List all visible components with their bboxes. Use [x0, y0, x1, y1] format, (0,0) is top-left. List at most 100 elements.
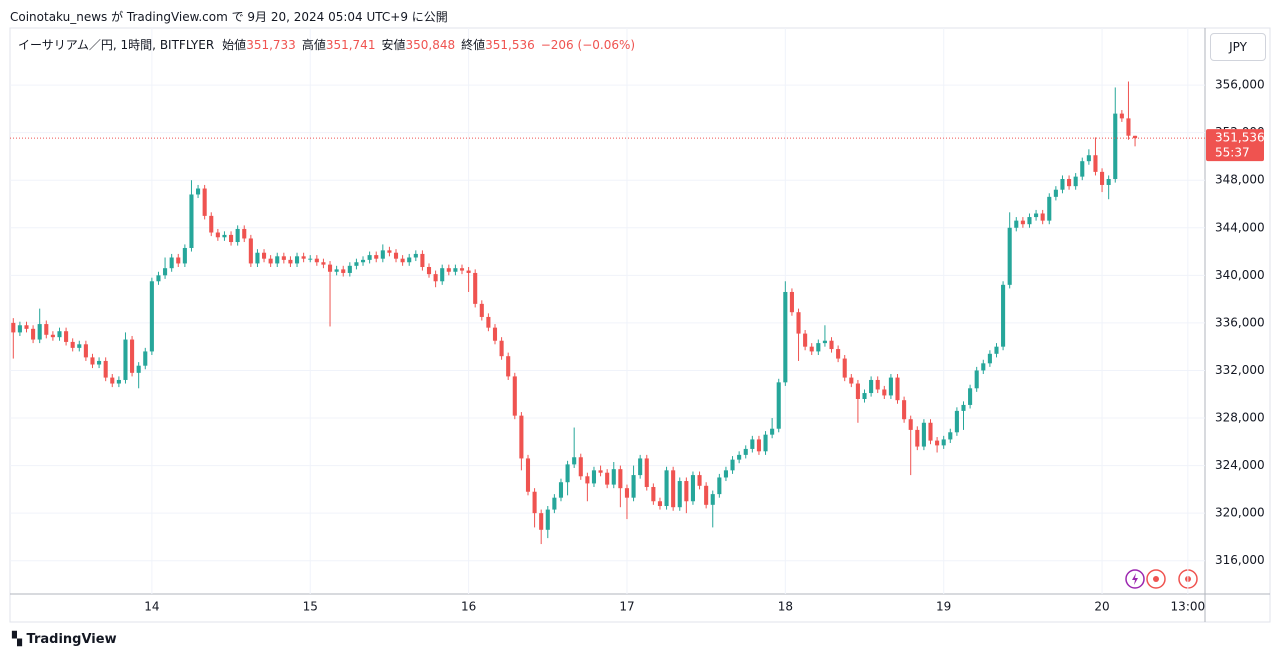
candle-body	[677, 481, 682, 508]
candle-body	[565, 464, 570, 483]
candle-body	[196, 188, 201, 195]
candle-body	[572, 457, 577, 465]
candle-body	[209, 215, 214, 233]
candle-body	[1007, 227, 1012, 285]
candle-body	[974, 370, 979, 389]
candle-body	[70, 341, 75, 348]
candle-body	[809, 346, 814, 352]
candle-body	[11, 322, 16, 333]
candle-body	[552, 497, 557, 510]
candle-body	[783, 291, 788, 383]
indicator-icons	[1125, 569, 1198, 589]
candle-body	[110, 377, 115, 384]
x-tick-label: 13:00	[1171, 600, 1206, 614]
candle-body	[499, 340, 504, 357]
candle-body	[24, 325, 29, 329]
candle-body	[1126, 118, 1131, 136]
candle-body	[591, 470, 597, 484]
currency-button[interactable]: JPY	[1210, 33, 1266, 61]
candle-body	[1040, 213, 1045, 221]
candle-body	[360, 259, 366, 263]
candle-body	[618, 469, 623, 489]
candle-body	[281, 256, 286, 260]
candle-body	[44, 324, 49, 335]
candle-body	[347, 265, 352, 273]
candle-body	[1047, 196, 1052, 221]
candle-body	[545, 509, 550, 530]
candle-body	[393, 252, 399, 259]
candle-body	[248, 238, 253, 264]
candle-body	[849, 377, 854, 384]
candle-body	[473, 272, 478, 304]
candle-body	[981, 363, 986, 371]
y-tick-label: 340,000	[1215, 268, 1265, 282]
candle-body	[1020, 220, 1025, 225]
brand-name: TradingView	[26, 632, 117, 647]
candle-body	[268, 258, 273, 264]
candle-body	[710, 494, 715, 505]
candle-body	[301, 256, 306, 259]
candle-body	[671, 470, 676, 508]
candle-body	[770, 428, 775, 435]
candle-body	[822, 340, 827, 344]
candle-body	[367, 255, 372, 260]
candle-body	[387, 250, 392, 253]
candle-body	[750, 439, 755, 449]
candle-body	[644, 458, 649, 487]
ohlc-value: 351,741	[325, 38, 376, 52]
ohlc-name: 始値	[222, 38, 247, 52]
candle-body	[829, 340, 834, 350]
candle-body	[288, 259, 293, 264]
candle-body	[651, 486, 656, 502]
x-tick-label: 14	[144, 600, 159, 614]
candle-body	[882, 389, 887, 396]
candle-body	[842, 358, 847, 378]
candle-body	[130, 339, 135, 373]
candle-body	[1053, 189, 1058, 197]
ohlc-name: 高値	[301, 38, 326, 52]
y-tick-label: 344,000	[1215, 220, 1265, 234]
candle-body	[50, 334, 55, 338]
candle-body	[176, 257, 181, 264]
x-tick-label: 17	[619, 600, 634, 614]
candle-body	[803, 333, 808, 347]
candle-body	[756, 439, 761, 452]
change: −206 (−0.06%)	[540, 38, 636, 52]
candle-body	[869, 379, 874, 394]
x-tick-label: 16	[461, 600, 476, 614]
candle-body	[532, 491, 537, 514]
candle-body	[941, 439, 946, 446]
candle-body	[143, 351, 148, 366]
candle-body	[97, 360, 102, 365]
legend: イーサリアム／円, 1時間, BITFLYER 始値351,733 高値351,74…	[18, 36, 641, 53]
candle-body	[182, 247, 187, 264]
candle-body	[1060, 179, 1065, 190]
candle-body	[1014, 220, 1019, 228]
candle-body	[413, 253, 418, 258]
candle-body	[961, 404, 966, 411]
y-tick-label: 356,000	[1215, 78, 1265, 92]
candle-body	[426, 267, 432, 275]
candle-body	[935, 440, 940, 446]
candle-body	[294, 256, 300, 264]
candle-body	[690, 475, 695, 502]
candle-body	[743, 448, 748, 455]
candle-body	[1034, 213, 1039, 218]
candle-body	[17, 325, 22, 333]
candle-body	[1093, 155, 1098, 172]
candle-body	[664, 470, 669, 507]
candle-body	[90, 357, 95, 365]
candle-body	[136, 365, 141, 373]
candle-body	[83, 344, 88, 358]
candle-body	[1067, 179, 1072, 187]
candle-body	[37, 324, 42, 340]
x-tick-label: 20	[1094, 600, 1109, 614]
candle-body	[31, 328, 36, 340]
candle-body	[796, 312, 801, 334]
publish-header: Coinotaku_news が TradingView.com で 9月 20…	[10, 10, 448, 24]
candle-body	[235, 228, 240, 243]
candle-body	[308, 258, 313, 260]
candles	[11, 81, 1138, 545]
candle-body	[730, 459, 735, 471]
